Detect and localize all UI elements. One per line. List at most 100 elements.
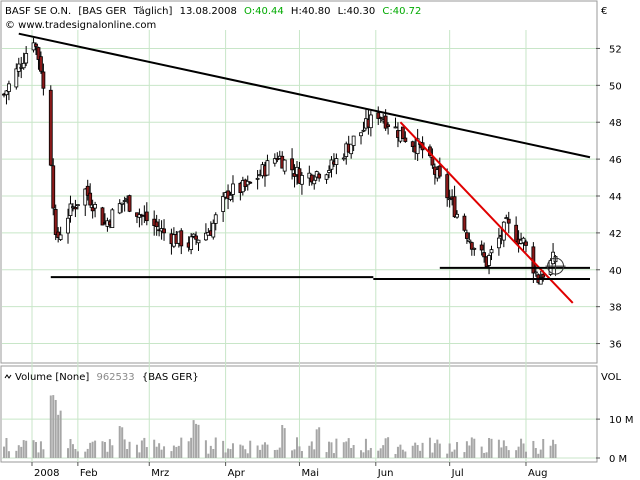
candle-body [162,228,166,234]
volume-axis-label: VOL [601,372,622,383]
price-tick-label: 46 [609,155,622,166]
month-label: Mai [301,468,319,479]
candle-body [349,143,354,155]
month-label: Feb [80,468,98,479]
candle-body [14,68,19,88]
candle-body [48,89,53,166]
candle [21,52,26,70]
candle-body [117,203,122,214]
candle [496,228,501,256]
header-open: O:40.44 [244,6,284,17]
candle-body [504,217,509,220]
candle-body [265,160,270,176]
candle [327,165,331,179]
header-symbol: BASF SE O.N. [5,6,71,17]
candle-body [85,185,90,196]
candle [194,231,198,245]
candle [452,185,457,218]
candle [120,202,125,213]
candle-body [88,192,93,206]
candle [400,126,405,139]
volume-title-text: Volume [None] [15,372,89,383]
candle-body [415,138,420,155]
candle-body [275,158,280,161]
candle-body [75,204,80,207]
candle-body [400,126,405,139]
header-low: L:40.30 [338,6,376,17]
candle-body [464,232,469,239]
candle [506,211,511,234]
candle-body [194,235,198,240]
candle-body [341,157,346,160]
candle [462,213,467,233]
candle [248,181,253,184]
candle [275,152,280,163]
candle [213,212,218,231]
candle-body [506,218,511,224]
candle-body [437,165,442,177]
volume-layer [3,395,557,458]
candle-body [312,179,317,185]
grid-layer [2,30,596,462]
price-tick-label: 44 [609,192,622,203]
header-close: C:40.72 [382,6,421,17]
candle [437,157,442,179]
candle-body [469,242,474,250]
candle-body [21,62,26,69]
candle-body [122,200,127,202]
candle-body [53,209,58,235]
candle-body [127,195,132,212]
candle [196,239,201,251]
candle-body [445,174,450,199]
month-label: Mrz [151,468,169,479]
price-tick-label: 38 [609,303,622,314]
candle-body [452,196,457,218]
candle-body [41,71,46,89]
candle [100,206,105,226]
candle [221,192,226,222]
candle [4,90,9,105]
candle [226,184,230,210]
candle-body [90,207,95,212]
candle [290,148,294,180]
candle [455,210,459,219]
candle-body [221,196,226,212]
candle [73,199,78,218]
volume-tick-layer: 10 M 0 M [596,415,634,465]
candle-body [7,83,11,92]
candle-body [144,211,149,222]
candle [231,175,235,203]
candle-body [541,273,546,278]
month-label: 2008 [34,468,59,479]
candle [39,51,43,74]
candle-body [58,234,63,240]
candle [110,208,115,228]
candle [282,159,287,175]
candle [403,131,408,143]
candle [317,172,322,182]
header-title-line: BASF SE O.N. [BAS GER Täglich] 13.08.200… [5,6,421,17]
candle [255,170,260,190]
candle-body [290,158,294,171]
candle [117,199,122,215]
candle-layer [2,37,558,285]
currency-label: € [601,6,607,17]
candle [514,216,519,244]
candle [479,240,484,256]
candle [538,270,543,285]
candle-body [538,277,543,285]
candle-body [51,165,56,209]
month-axis: 2008 Feb Mrz Apr Mai Jun Jul Aug [31,462,548,479]
volume-tag: {BAS GER} [142,372,199,383]
month-label: Jun [377,468,394,479]
candle [93,201,98,218]
candle-body [368,114,373,129]
candle-body [403,137,408,142]
candle [85,179,90,201]
candle [410,140,415,153]
candle [467,232,472,244]
candle [211,219,216,240]
volume-title: Volume [None] 962533 {BAS GER} [4,372,199,383]
volume-tick-label: 0 M [609,454,627,465]
